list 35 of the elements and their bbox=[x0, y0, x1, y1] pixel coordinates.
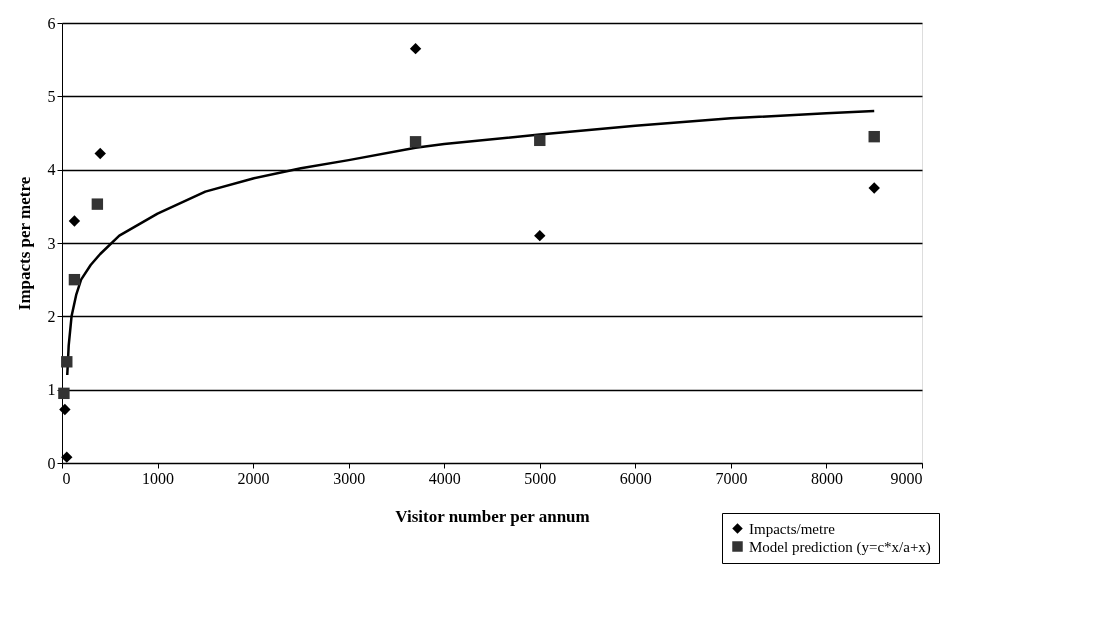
point bbox=[58, 387, 70, 400]
x-tick-label: 6000 bbox=[619, 469, 652, 487]
point bbox=[409, 136, 422, 148]
x-tick-label: 1000 bbox=[142, 469, 175, 487]
point bbox=[61, 451, 73, 463]
point bbox=[91, 198, 104, 210]
point bbox=[534, 134, 546, 147]
y-tick-label: 1 bbox=[47, 381, 56, 399]
point bbox=[59, 403, 71, 416]
legend-label: Model prediction (y=c*x/a+x) bbox=[749, 538, 931, 556]
point bbox=[868, 182, 880, 194]
x-tick-label: 9000 bbox=[890, 469, 923, 487]
x-axis-title: Visitor number per annum bbox=[395, 506, 590, 526]
x-tick-label: 0 bbox=[62, 469, 71, 487]
y-axis-title: Impacts per metre bbox=[14, 176, 34, 311]
legend-label: Impacts/metre bbox=[749, 520, 836, 537]
x-tick-label: 5000 bbox=[524, 469, 557, 487]
point bbox=[94, 147, 106, 160]
x-tick-label: 2000 bbox=[237, 469, 270, 487]
y-tick-label: 6 bbox=[47, 14, 56, 32]
y-tick-label: 4 bbox=[47, 161, 56, 179]
point bbox=[68, 273, 81, 286]
y-tick-label: 0 bbox=[47, 454, 56, 472]
x-tick-label: 3000 bbox=[333, 469, 366, 487]
x-tick-label: 4000 bbox=[428, 469, 461, 487]
point bbox=[534, 229, 546, 242]
x-tick-label: 7000 bbox=[715, 469, 748, 487]
point bbox=[409, 42, 422, 55]
y-tick-label: 2 bbox=[47, 307, 56, 325]
y-tick-label: 5 bbox=[47, 87, 56, 105]
point bbox=[68, 215, 81, 227]
point bbox=[868, 130, 880, 143]
y-tick-label: 3 bbox=[47, 234, 56, 252]
x-tick-label: 8000 bbox=[810, 469, 843, 487]
point bbox=[61, 356, 73, 368]
